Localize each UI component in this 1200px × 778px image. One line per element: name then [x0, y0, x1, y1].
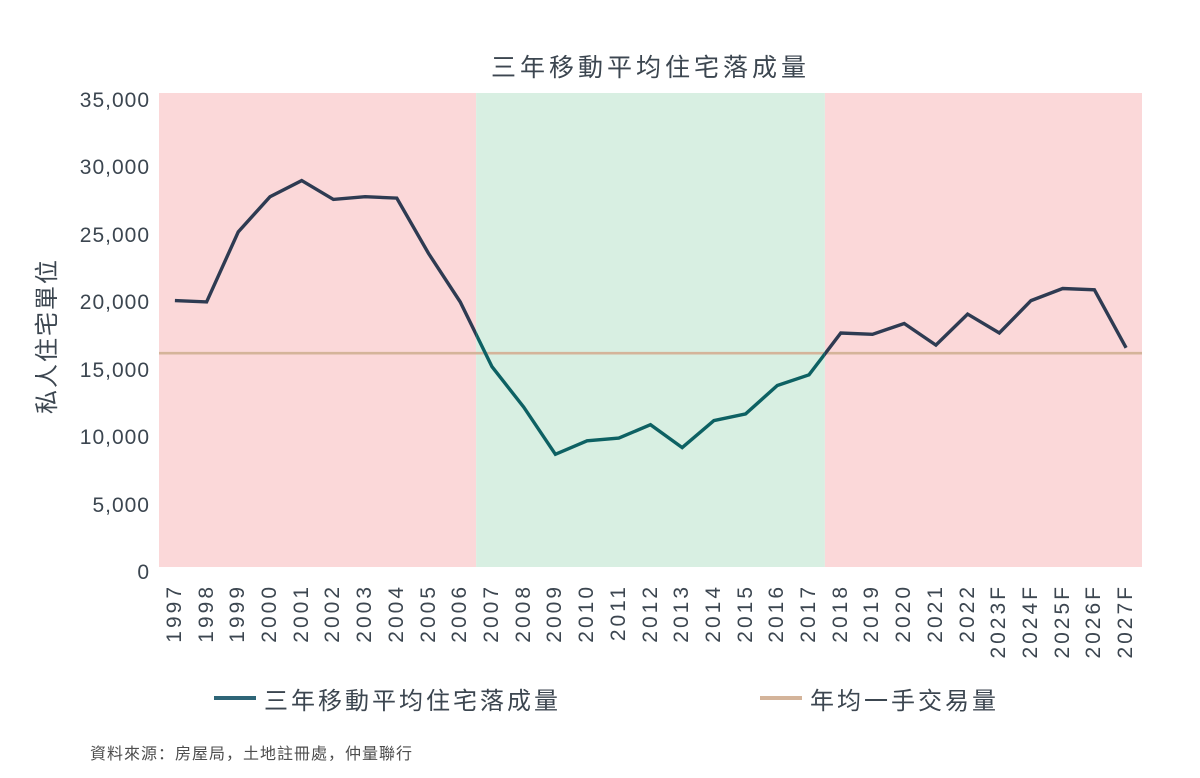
transactions-line-swatch [760, 696, 802, 700]
era-band-2 [824, 93, 1142, 567]
y-tick-label: 25,000 [79, 223, 150, 247]
y-tick-label: 15,000 [79, 358, 150, 382]
legend-label-transactions: 年均一手交易量 [810, 687, 999, 715]
moving-average-line-segment-1 [476, 330, 825, 457]
source-note: 資料來源：房屋局，土地註冊處，仲量聯行 [90, 746, 414, 763]
y-tick-label: 5,000 [92, 493, 150, 517]
legend-label-completions: 三年移動平均住宅落成量 [264, 687, 561, 715]
legend: 三年移動平均住宅落成量 年均一手交易量 [0, 682, 1200, 715]
moving-average-line-segment-0 [174, 178, 477, 339]
legend-item-transactions: 年均一手交易量 [760, 682, 999, 715]
completions-line-swatch [214, 696, 256, 700]
y-tick-label: 10,000 [79, 426, 150, 450]
y-tick-label: 20,000 [79, 291, 150, 315]
y-tick-label: 0 [137, 561, 150, 584]
legend-item-completions: 三年移動平均住宅落成量 [214, 682, 561, 715]
era-band-1 [476, 93, 825, 567]
y-tick-label: 35,000 [79, 89, 150, 112]
chart-title: 三年移動平均住宅落成量 [490, 54, 810, 82]
era-band-0 [159, 93, 477, 567]
y-tick-label: 30,000 [79, 156, 150, 180]
moving-average-line-segment-2 [824, 286, 1128, 357]
